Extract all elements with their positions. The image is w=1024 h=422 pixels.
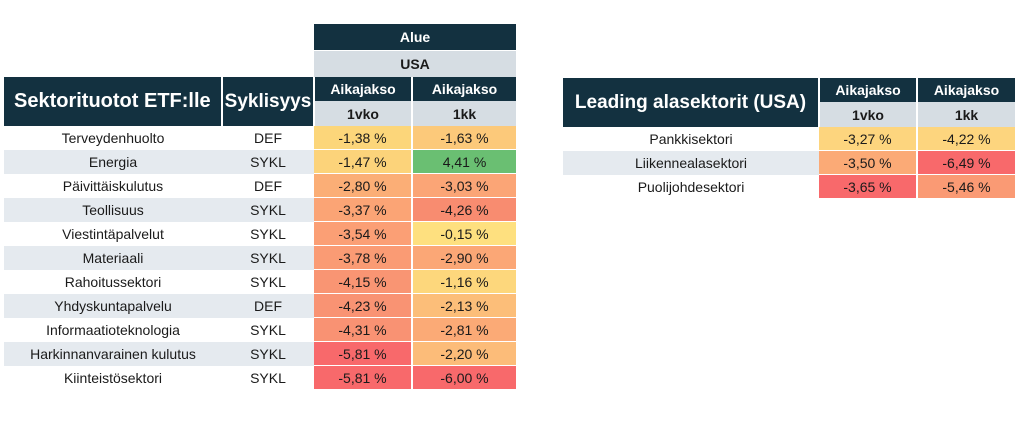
sector-name: Materiaali bbox=[4, 245, 222, 270]
table-row: Liikennealasektori -3,50 % -6,49 % bbox=[563, 150, 1015, 175]
return-1kk: -3,03 % bbox=[412, 173, 516, 198]
sector-name: Yhdyskuntapalvelu bbox=[4, 293, 222, 318]
return-1vko: -4,23 % bbox=[314, 293, 413, 318]
sector-name: Viestintäpalvelut bbox=[62, 225, 164, 242]
cyclicality-value: SYKL bbox=[250, 225, 286, 242]
table-row: Materiaali SYKL -3,78 % -2,90 % bbox=[4, 245, 516, 270]
period-header-1vko: Aikajakso bbox=[819, 78, 918, 102]
cyclicality-header: Syklisyys bbox=[222, 77, 315, 126]
header-spacer bbox=[222, 51, 314, 78]
region-header: Alue bbox=[314, 24, 516, 51]
header-spacer bbox=[222, 24, 314, 51]
period-1vko: 1vko bbox=[314, 101, 413, 126]
table-row: Päivittäiskulutus DEF -2,80 % -3,03 % bbox=[4, 173, 516, 198]
return-1kk: -0,15 % bbox=[412, 221, 516, 246]
return-1vko: -1,38 % bbox=[314, 126, 413, 150]
sector-name: Informaatioteknologia bbox=[46, 321, 180, 338]
return-1kk: -2,13 % bbox=[412, 293, 516, 318]
return-1kk: -2,81 % bbox=[412, 317, 516, 342]
cyclicality-value: SYKL bbox=[250, 321, 286, 338]
cyclicality-value: SYKL bbox=[222, 245, 314, 270]
return-1kk: -4,26 % bbox=[412, 197, 516, 222]
region-value: USA bbox=[314, 50, 516, 77]
sector-name: Harkinnanvarainen kulutus bbox=[4, 341, 222, 366]
return-1kk: -5,46 % bbox=[917, 174, 1015, 199]
period-1kk: 1kk bbox=[917, 102, 1015, 127]
table-row: Informaatioteknologia SYKL -4,31 % -2,81 % bbox=[4, 317, 516, 342]
header-spacer bbox=[4, 51, 222, 78]
return-1kk: -1,16 % bbox=[412, 269, 516, 294]
return-1vko: -2,80 % bbox=[314, 173, 413, 198]
cyclicality-value: DEF bbox=[222, 293, 314, 318]
return-1vko: -4,31 % bbox=[314, 317, 413, 342]
period-1vko: 1vko bbox=[819, 102, 918, 127]
table-row: Kiinteistösektori SYKL -5,81 % -6,00 % bbox=[4, 365, 516, 390]
return-1vko: -3,37 % bbox=[314, 197, 413, 222]
cyclicality-value: SYKL bbox=[222, 341, 314, 366]
return-1kk: -6,49 % bbox=[917, 150, 1015, 175]
return-1kk: -2,20 % bbox=[412, 341, 516, 366]
table-row: Terveydenhuolto DEF -1,38 % -1,63 % bbox=[4, 126, 516, 150]
period-header-1kk: Aikajakso bbox=[917, 78, 1015, 102]
period-header-1vko: Aikajakso bbox=[314, 77, 413, 101]
return-1vko: -1,47 % bbox=[314, 149, 413, 174]
sector-name: Päivittäiskulutus bbox=[62, 177, 164, 194]
cyclicality-value: DEF bbox=[254, 177, 282, 194]
header-spacer bbox=[4, 24, 222, 51]
cyclicality-value: SYKL bbox=[250, 369, 286, 386]
sector-name: Teollisuus bbox=[4, 197, 222, 222]
table-row: Pankkisektori -3,27 % -4,22 % bbox=[563, 127, 1015, 151]
subsector-name: Puolijohdesektori bbox=[637, 178, 745, 195]
cyclicality-value: SYKL bbox=[250, 273, 286, 290]
sector-name: Kiinteistösektori bbox=[63, 369, 163, 386]
sector-name: Rahoitussektori bbox=[64, 273, 162, 290]
table-row: Yhdyskuntapalvelu DEF -4,23 % -2,13 % bbox=[4, 293, 516, 318]
subsector-name: Pankkisektori bbox=[649, 130, 733, 147]
return-1vko: -3,78 % bbox=[314, 245, 413, 270]
table-row: Energia SYKL -1,47 % 4,41 % bbox=[4, 149, 516, 174]
period-1kk: 1kk bbox=[412, 101, 516, 126]
table-row: Viestintäpalvelut SYKL -3,54 % -0,15 % bbox=[4, 221, 516, 246]
return-1vko: -5,81 % bbox=[314, 341, 413, 366]
cyclicality-value: DEF bbox=[254, 129, 282, 146]
table-row: Puolijohdesektori -3,65 % -5,46 % bbox=[563, 174, 1015, 199]
period-header-1kk: Aikajakso bbox=[412, 77, 516, 101]
return-1kk: -2,90 % bbox=[412, 245, 516, 270]
table-title: Leading alasektorit (USA) bbox=[563, 78, 820, 127]
return-1kk: -1,63 % bbox=[412, 126, 516, 150]
table-row: Harkinnanvarainen kulutus SYKL -5,81 % -2,2… bbox=[4, 341, 516, 366]
return-1vko: -4,15 % bbox=[314, 269, 413, 294]
table-row: Rahoitussektori SYKL -4,15 % -1,16 % bbox=[4, 269, 516, 294]
sector-name: Terveydenhuolto bbox=[61, 129, 165, 146]
table-title: Sektorituotot ETF:lle bbox=[4, 77, 223, 126]
cyclicality-value: SYKL bbox=[222, 149, 314, 174]
subsector-name: Liikennealasektori bbox=[563, 150, 819, 175]
return-1vko: -3,54 % bbox=[314, 221, 413, 246]
return-1vko: -5,81 % bbox=[314, 365, 413, 390]
return-1vko: -3,65 % bbox=[819, 174, 918, 199]
cyclicality-value: SYKL bbox=[222, 197, 314, 222]
sector-name: Energia bbox=[4, 149, 222, 174]
return-1vko: -3,27 % bbox=[819, 127, 918, 151]
return-1kk: -6,00 % bbox=[412, 365, 516, 390]
return-1kk: -4,22 % bbox=[917, 127, 1015, 151]
return-1kk: 4,41 % bbox=[412, 149, 516, 174]
return-1vko: -3,50 % bbox=[819, 150, 918, 175]
leading-subsectors-table: Leading alasektorit (USA) Aikajakso Aika… bbox=[563, 78, 1015, 199]
table-row: Teollisuus SYKL -3,37 % -4,26 % bbox=[4, 197, 516, 222]
sector-returns-table: Alue USA Sektorituotot ETF:lle Syklisyys… bbox=[4, 24, 516, 390]
